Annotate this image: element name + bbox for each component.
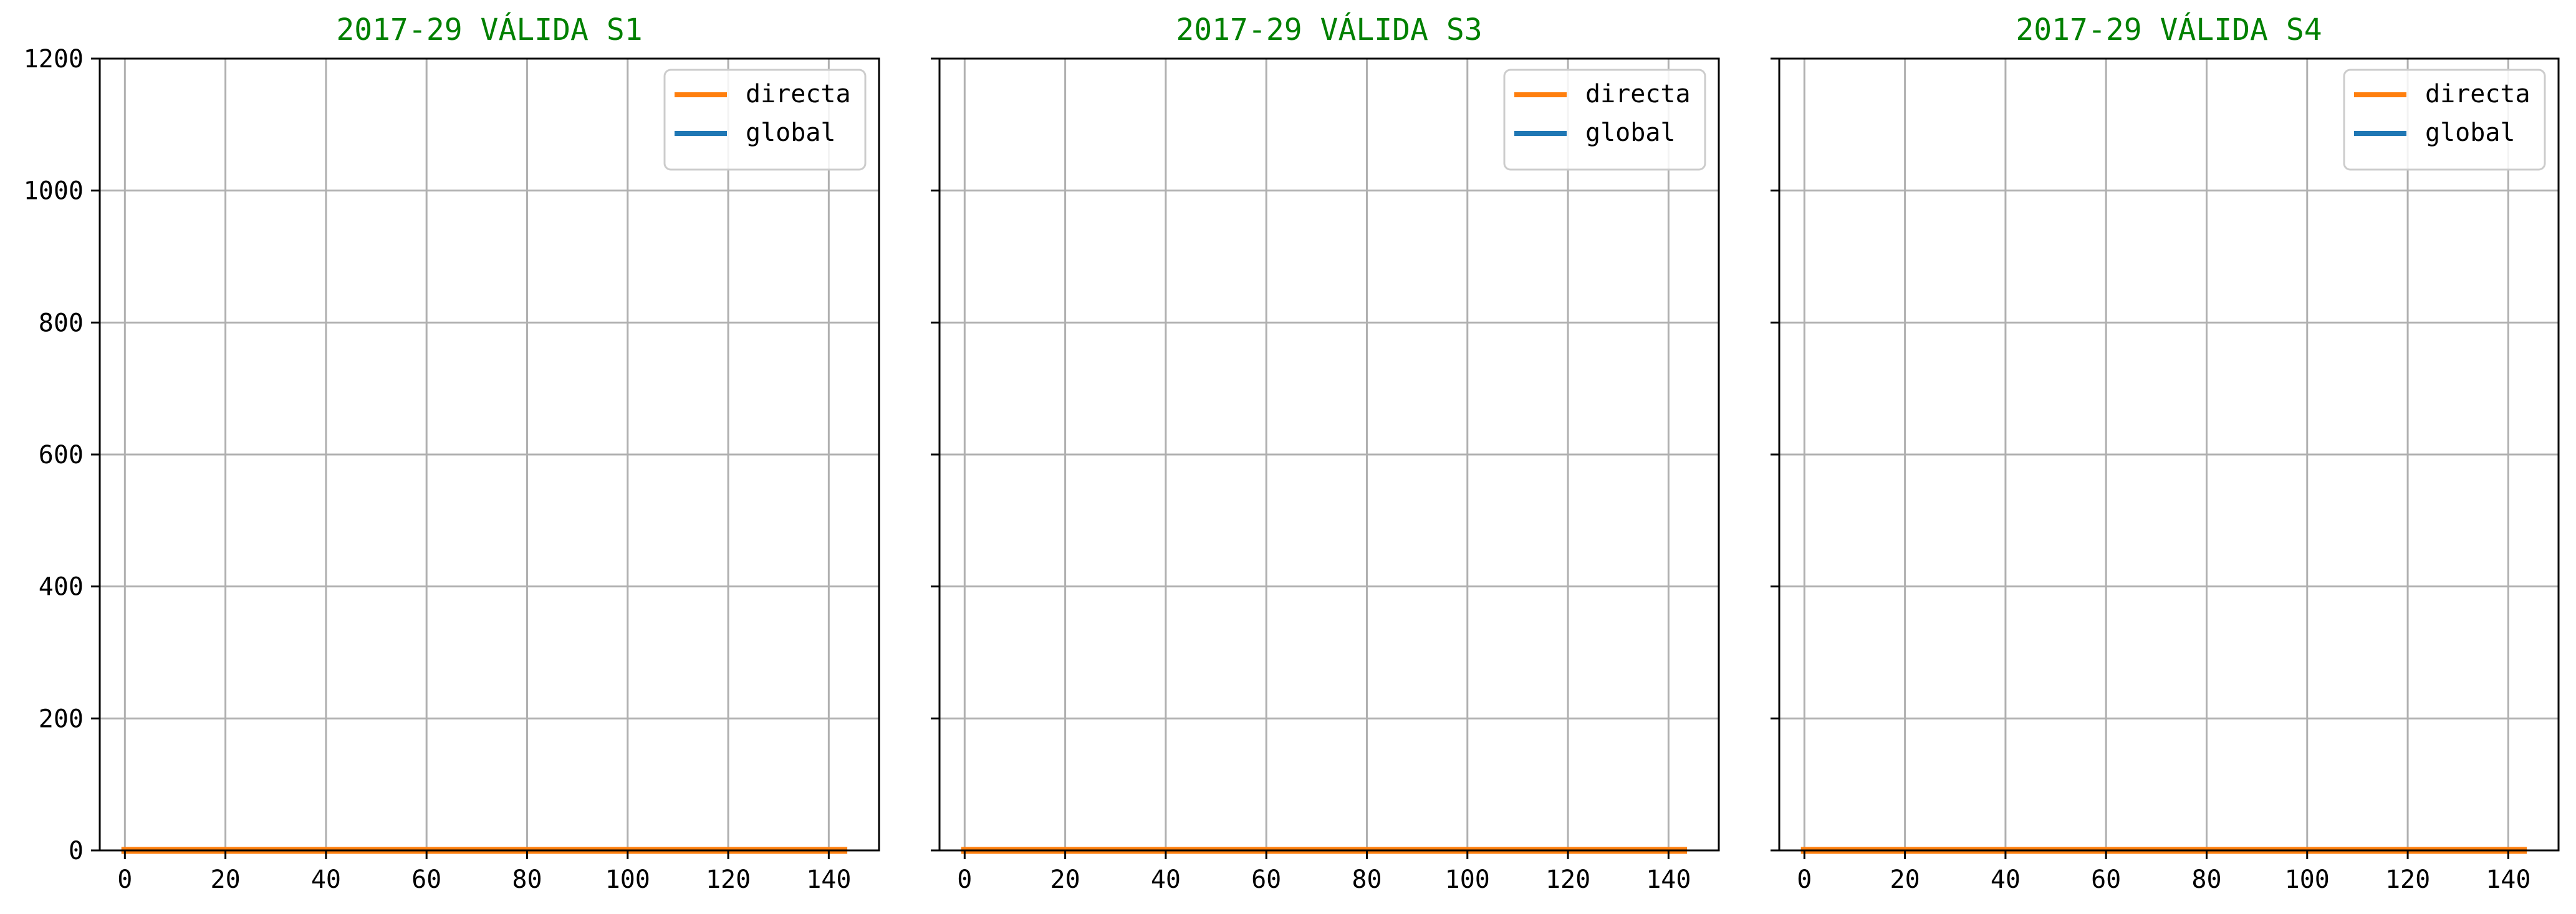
x-tick-label: 20 bbox=[1050, 865, 1080, 894]
legend-label-global: global bbox=[746, 118, 836, 147]
y-tick-label: 800 bbox=[39, 309, 84, 337]
x-tick-label: 0 bbox=[117, 865, 132, 894]
chart-panel-1: 0 20 40 60 80 100 120 140 0 200 400 600 800 1000 1200 2… bbox=[24, 12, 880, 894]
legend: directa global bbox=[1503, 69, 1706, 171]
x-tick-label: 80 bbox=[512, 865, 542, 894]
y-tick-label: 200 bbox=[39, 705, 84, 733]
x-tick-label: 120 bbox=[2385, 865, 2430, 894]
x-tick-label: 100 bbox=[1445, 865, 1490, 894]
x-tick-label: 0 bbox=[1797, 865, 1812, 894]
x-tick-label: 100 bbox=[605, 865, 650, 894]
chart-title: 2017-29 VÁLIDA S3 bbox=[1176, 12, 1482, 47]
legend-label-directa: directa bbox=[746, 80, 851, 108]
legend: directa global bbox=[2343, 69, 2546, 171]
y-tick-label: 400 bbox=[39, 573, 84, 602]
x-tick-label: 140 bbox=[1646, 865, 1691, 894]
y-tick-label: 600 bbox=[39, 441, 84, 469]
x-tick-label: 80 bbox=[2191, 865, 2221, 894]
x-tick-label: 60 bbox=[2091, 865, 2121, 894]
y-tick-label: 1200 bbox=[24, 45, 84, 74]
x-tick-label: 20 bbox=[1890, 865, 1920, 894]
x-tick-label: 140 bbox=[806, 865, 851, 894]
x-tick-label: 80 bbox=[1352, 865, 1382, 894]
y-tick-label: 1000 bbox=[24, 177, 84, 206]
x-tick-label: 40 bbox=[1151, 865, 1181, 894]
x-tick-label: 100 bbox=[2285, 865, 2330, 894]
legend-label-global: global bbox=[2425, 118, 2516, 147]
x-tick-label: 20 bbox=[211, 865, 241, 894]
x-tick-label: 120 bbox=[1545, 865, 1590, 894]
chart-panel-2: 0 20 40 60 80 100 120 140 2017-29 VÁLIDA S3 direc… bbox=[931, 12, 1720, 894]
x-tick-label: 140 bbox=[2486, 865, 2530, 894]
legend-label-global: global bbox=[1585, 118, 1676, 147]
x-tick-label: 60 bbox=[411, 865, 441, 894]
legend: directa global bbox=[663, 69, 867, 171]
chart-panel-3: 0 20 40 60 80 100 120 140 2017-29 VÁLIDA S4 direc… bbox=[1771, 12, 2560, 894]
chart-title: 2017-29 VÁLIDA S1 bbox=[336, 12, 642, 47]
x-tick-label: 120 bbox=[706, 865, 751, 894]
y-tick-label: 0 bbox=[69, 837, 84, 865]
legend-label-directa: directa bbox=[1585, 80, 1691, 108]
x-tick-label: 40 bbox=[311, 865, 341, 894]
x-tick-label: 0 bbox=[957, 865, 972, 894]
x-tick-label: 60 bbox=[1251, 865, 1281, 894]
legend-label-directa: directa bbox=[2425, 80, 2530, 108]
chart-title: 2017-29 VÁLIDA S4 bbox=[2016, 12, 2322, 47]
x-tick-label: 40 bbox=[1991, 865, 2021, 894]
